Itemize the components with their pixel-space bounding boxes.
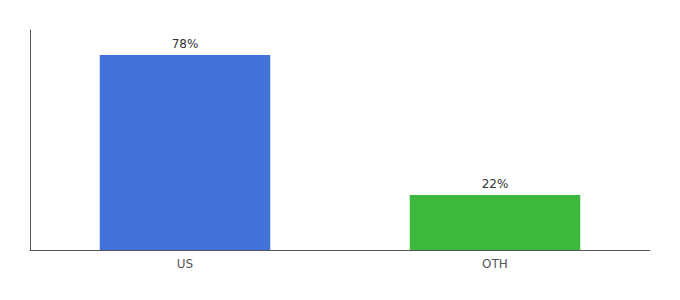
svg-text:22%: 22%: [482, 177, 509, 191]
svg-text:US: US: [177, 257, 193, 271]
svg-text:OTH: OTH: [482, 257, 508, 271]
svg-text:78%: 78%: [172, 37, 199, 51]
